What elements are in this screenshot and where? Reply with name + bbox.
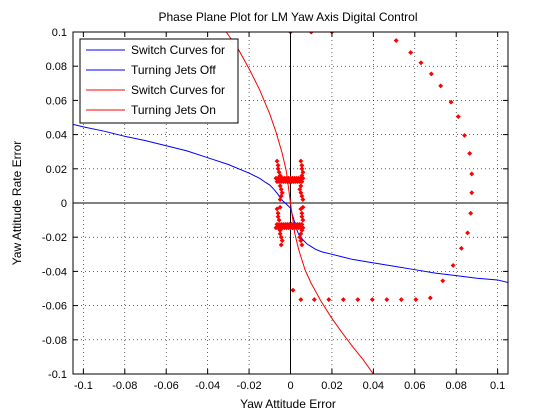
x-axis-label: Yaw Attitude Error	[240, 397, 336, 411]
legend-label: Switch Curves for	[131, 83, 225, 97]
data-point	[469, 171, 475, 177]
y-tick-label: -0.1	[48, 369, 67, 381]
data-point	[300, 204, 306, 210]
x-tick-label: -0.1	[74, 380, 93, 392]
data-point	[438, 83, 444, 89]
data-point	[450, 262, 456, 268]
y-tick-label: -0.06	[42, 301, 67, 313]
plot-area: -0.1 -0.08 -0.06 -0.04 -0.02 0 0.02 0.04 0.06 0.0…	[42, 27, 509, 392]
data-point	[398, 297, 404, 303]
data-point	[340, 297, 346, 303]
x-tick-label: 0.06	[404, 380, 425, 392]
y-tick-label: 0.1	[52, 27, 67, 39]
y-tick-label: 0	[61, 198, 67, 210]
x-tick-label: 0.1	[490, 380, 505, 392]
data-point	[299, 179, 305, 185]
data-point	[298, 297, 304, 303]
x-tick-label: 0.04	[363, 380, 384, 392]
data-point	[277, 204, 283, 210]
legend: Switch Curves for Turning Jets Off Switch …	[79, 38, 239, 124]
data-point	[299, 221, 305, 227]
data-point	[468, 210, 474, 216]
chart-title: Phase Plane Plot for LM Yaw Axis Digital…	[158, 10, 417, 24]
series-1-line	[225, 32, 374, 374]
data-point	[355, 297, 361, 303]
data-point	[300, 217, 306, 223]
y-tick-label: -0.08	[42, 335, 67, 347]
series-group	[73, 32, 508, 374]
data-point	[299, 242, 305, 248]
legend-label: Switch Curves for	[131, 43, 225, 57]
data-point	[408, 49, 414, 56]
x-tick-label: -0.02	[237, 380, 262, 392]
data-point	[369, 297, 375, 303]
data-point	[326, 297, 332, 303]
data-point	[413, 297, 419, 303]
x-tick-label: 0	[287, 380, 293, 392]
data-point	[299, 173, 305, 179]
y-tick-label: -0.04	[42, 266, 67, 278]
data-point	[393, 37, 399, 44]
x-tick-label: -0.04	[195, 380, 220, 392]
data-point	[448, 99, 454, 105]
data-point	[469, 190, 475, 196]
data-point	[455, 114, 461, 120]
data-point	[279, 238, 285, 244]
y-tick-label: -0.02	[42, 232, 67, 244]
data-point	[308, 32, 314, 35]
data-point	[274, 206, 280, 212]
x-tick-label: -0.08	[112, 380, 137, 392]
data-point	[311, 297, 317, 303]
x-tick-label: 0.02	[321, 380, 342, 392]
legend-box	[79, 38, 239, 124]
legend-label: Turning Jets Off	[131, 63, 216, 77]
data-point	[274, 158, 280, 164]
y-tick-label: 0.06	[46, 95, 67, 107]
y-tick-label: 0.02	[46, 164, 67, 176]
data-point	[427, 295, 433, 301]
data-point	[298, 158, 304, 164]
legend-label: Turning Jets On	[131, 103, 216, 117]
y-tick-label: 0.08	[46, 61, 67, 73]
data-point	[418, 60, 424, 66]
data-point	[440, 278, 446, 284]
data-point	[278, 242, 284, 248]
y-tick-label: 0.04	[46, 130, 67, 142]
y-axis-label: Yaw Attitude Rate Error	[10, 141, 24, 266]
x-tick-label: -0.06	[154, 380, 179, 392]
data-point	[277, 173, 283, 179]
data-point	[467, 150, 473, 156]
data-point	[298, 238, 304, 244]
data-point	[277, 197, 283, 203]
data-point	[465, 230, 471, 236]
data-point	[428, 71, 434, 77]
data-point	[461, 132, 468, 139]
data-point	[300, 197, 306, 203]
data-point	[290, 287, 296, 293]
series-0-line	[73, 123, 508, 283]
data-point	[458, 245, 464, 251]
x-tick-label: 0.08	[446, 380, 467, 392]
data-point	[384, 297, 390, 303]
